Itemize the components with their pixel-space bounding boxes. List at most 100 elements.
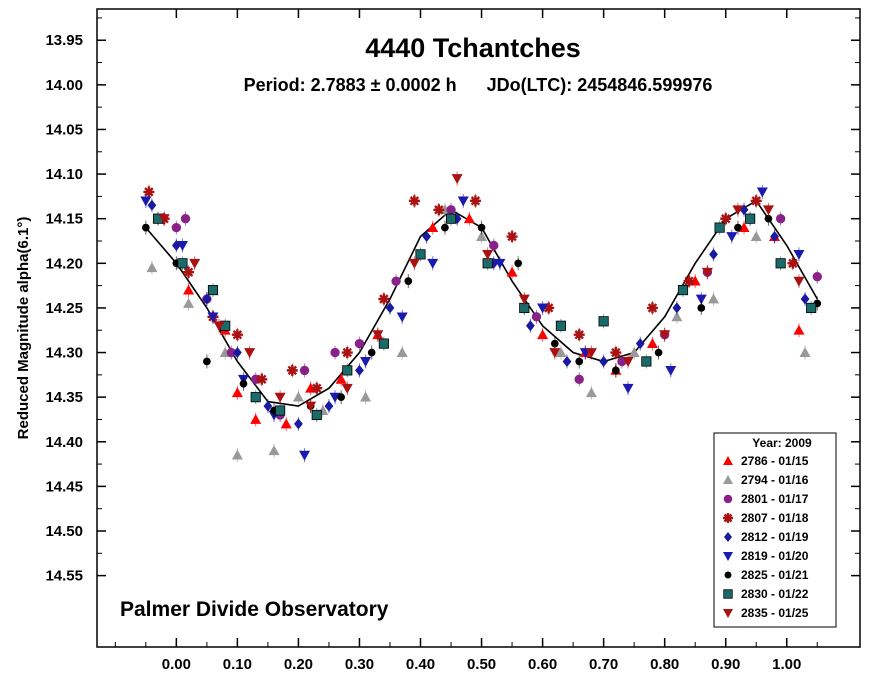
y-tick-label: 14.50 <box>45 523 83 540</box>
data-point <box>641 356 652 367</box>
legend-label: 2830 - 01/22 <box>741 587 809 601</box>
data-point <box>354 338 365 349</box>
legend-marker <box>723 456 733 465</box>
legend-label: 2801 - 01/17 <box>741 492 809 506</box>
data-point <box>372 330 384 341</box>
data-point <box>231 449 243 460</box>
data-point <box>714 222 725 233</box>
data-point <box>764 214 773 223</box>
data-point <box>294 418 303 430</box>
data-point <box>146 262 158 273</box>
legend-label: 2835 - 01/25 <box>741 606 809 620</box>
data-point <box>330 347 340 358</box>
data-point <box>140 196 152 207</box>
data-point <box>550 339 559 348</box>
data-point <box>446 205 456 215</box>
data-point <box>337 393 346 402</box>
data-point <box>158 214 170 225</box>
data-point <box>738 222 750 233</box>
legend-marker <box>723 513 733 523</box>
data-point <box>408 195 420 207</box>
x-axis-tick-labels: 0.00 0.10 0.20 0.30 0.40 0.50 0.60 0.70 0.80 0.90… <box>162 656 802 673</box>
legend-label: 2819 - 01/20 <box>741 549 809 563</box>
axis-ticks <box>97 9 860 647</box>
data-point <box>183 266 195 278</box>
data-point <box>672 302 682 314</box>
data-point <box>800 293 810 305</box>
data-point <box>268 445 280 456</box>
y-tick-label: 14.05 <box>45 121 83 138</box>
data-point <box>555 320 566 331</box>
data-point <box>750 231 762 241</box>
data-point <box>202 293 212 305</box>
data-point <box>665 365 677 376</box>
data-point <box>299 365 310 376</box>
data-point <box>189 258 201 269</box>
data-point <box>562 355 572 367</box>
data-point <box>806 302 817 313</box>
data-point <box>732 205 744 216</box>
data-point <box>775 258 786 269</box>
data-point <box>445 213 457 224</box>
data-point <box>574 374 584 384</box>
legend-box <box>713 432 837 628</box>
data-point <box>463 213 475 224</box>
data-point <box>239 379 248 388</box>
data-point <box>793 249 805 260</box>
y-tick-label: 14.40 <box>45 434 83 451</box>
data-point <box>147 199 157 211</box>
legend-item: 2801 - 01/17 <box>723 492 809 506</box>
data-point <box>793 276 805 287</box>
legend-label: 2786 - 01/15 <box>741 454 809 468</box>
data-point <box>646 302 658 314</box>
data-point <box>451 174 463 185</box>
data-point <box>659 330 671 341</box>
data-point <box>341 383 353 394</box>
x-tick-label: 0.10 <box>223 656 252 673</box>
data-point <box>274 392 286 403</box>
data-point <box>360 357 372 367</box>
data-point <box>171 222 182 233</box>
data-point <box>756 187 768 198</box>
data-point <box>812 272 822 282</box>
y-tick-label: 14.15 <box>45 211 83 228</box>
data-point <box>585 348 597 359</box>
data-point <box>770 231 779 243</box>
legend-label: 2812 - 01/19 <box>741 530 809 544</box>
data-point <box>482 249 494 260</box>
data-point <box>611 366 620 375</box>
y-tick-label: 14.55 <box>45 568 83 585</box>
x-tick-label: 0.70 <box>589 656 618 673</box>
data-point <box>477 223 486 232</box>
data-point <box>599 355 609 367</box>
data-point <box>506 231 518 243</box>
data-point <box>531 312 542 322</box>
data-point <box>231 329 243 341</box>
data-point <box>385 302 395 314</box>
data-point <box>280 418 292 429</box>
legend-item: 2819 - 01/20 <box>723 549 809 563</box>
series-2786 <box>152 211 805 431</box>
data-point <box>355 364 364 376</box>
data-point <box>793 324 805 335</box>
legend-marker <box>723 475 733 484</box>
legend-label: 2825 - 01/21 <box>741 568 809 582</box>
x-tick-label: 0.40 <box>406 656 435 673</box>
y-axis-tick-labels: 13.95 14.00 14.05 14.10 14.15 14.20 14.25 14.30… <box>45 32 83 584</box>
data-point <box>555 347 567 357</box>
y-tick-label: 14.00 <box>45 77 83 94</box>
data-point <box>469 195 481 207</box>
data-point <box>177 258 188 269</box>
data-point <box>476 231 488 241</box>
data-point <box>213 321 225 332</box>
data-point <box>697 304 706 312</box>
x-tick-label: 0.80 <box>650 656 679 673</box>
x-tick-label: 0.20 <box>284 656 313 673</box>
data-point <box>408 258 420 269</box>
x-tick-label: 0.50 <box>467 656 496 673</box>
series-2812 <box>147 198 810 431</box>
data-point <box>180 214 191 224</box>
data-point <box>263 400 273 412</box>
data-point <box>654 348 663 357</box>
